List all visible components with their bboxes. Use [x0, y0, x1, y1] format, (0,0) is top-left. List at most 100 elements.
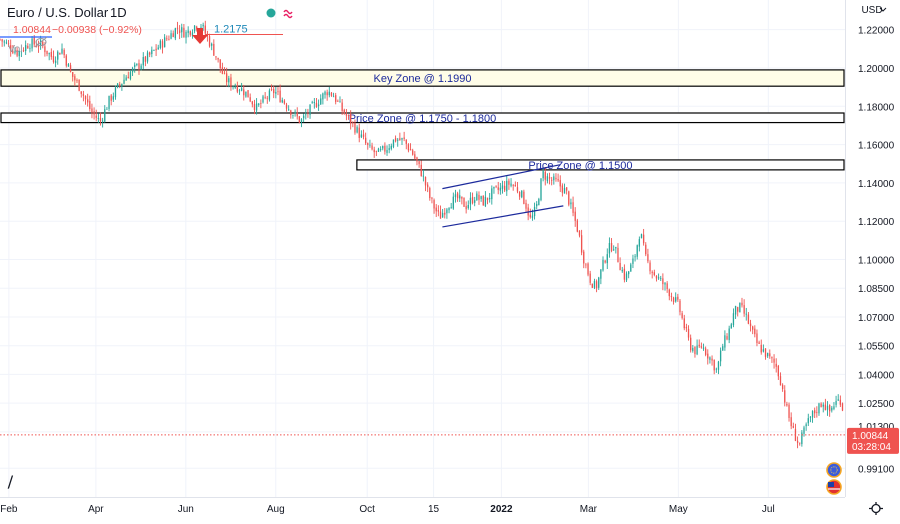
candle: [636, 244, 638, 260]
candle: [7, 40, 10, 47]
candle: [452, 192, 454, 210]
candle: [294, 109, 296, 117]
candle: [769, 349, 771, 359]
eu-flag-icon[interactable]: [826, 462, 842, 478]
candle: [610, 238, 613, 253]
symbol-title[interactable]: Euro / U.S. Dollar: [7, 5, 109, 20]
candle: [134, 62, 136, 73]
candle: [219, 59, 221, 73]
candle: [142, 52, 144, 70]
candle: [315, 98, 318, 108]
candle: [52, 50, 55, 64]
candle: [356, 125, 358, 134]
y-tick-label: 1.04000: [858, 370, 895, 381]
candle: [57, 50, 59, 65]
volume-label[interactable]: Vol: [8, 43, 23, 55]
y-tick-label: 1.02500: [858, 399, 895, 410]
eye-hidden-icon[interactable]: [34, 36, 48, 48]
zone-label: Price Zone @ 1.1500: [528, 160, 632, 172]
candle: [388, 143, 390, 154]
candle: [559, 175, 561, 193]
settings-gear-icon[interactable]: [869, 502, 883, 515]
time-axis[interactable]: [0, 497, 845, 519]
candle: [831, 405, 833, 413]
candle: [350, 110, 352, 130]
candle: [288, 105, 290, 111]
candle: [174, 27, 177, 41]
candle: [615, 246, 617, 254]
candle: [5, 39, 8, 45]
channel-line[interactable]: [442, 164, 561, 190]
y-tick-label: 1.08500: [858, 284, 895, 295]
tradingview-logo-icon[interactable]: ⧸: [7, 474, 14, 490]
candle: [63, 48, 65, 59]
candle: [10, 39, 12, 57]
candle: [268, 88, 271, 102]
candle: [764, 348, 767, 360]
candle: [243, 84, 245, 101]
currency-label[interactable]: USD: [861, 5, 882, 16]
candle: [114, 85, 117, 100]
candle: [739, 302, 741, 313]
y-tick-label: 1.14000: [858, 179, 895, 190]
candle: [202, 22, 204, 31]
candle: [185, 30, 187, 44]
candle: [837, 394, 839, 402]
candle: [136, 63, 138, 67]
candle: [521, 190, 523, 199]
candle: [262, 94, 264, 104]
candle: [707, 349, 709, 365]
candle: [317, 99, 320, 111]
candle: [221, 62, 224, 75]
candle: [546, 173, 549, 184]
candle: [476, 191, 478, 201]
candle: [99, 112, 102, 126]
candle: [211, 42, 213, 51]
candle: [48, 52, 50, 61]
candle: [181, 23, 183, 38]
market-status-icon[interactable]: [266, 8, 276, 18]
channel-line[interactable]: [442, 205, 564, 228]
candle: [249, 93, 251, 103]
candle: [424, 176, 427, 192]
candle: [234, 83, 236, 89]
candle: [157, 44, 159, 50]
candle: [499, 182, 502, 195]
candle: [375, 150, 378, 157]
candle: [649, 260, 651, 275]
zone-box[interactable]: [0, 112, 845, 124]
candle: [747, 312, 750, 325]
candle: [578, 230, 581, 238]
candle: [666, 281, 668, 293]
candle: [394, 135, 397, 143]
candle: [529, 208, 531, 219]
candle: [662, 273, 664, 291]
candle: [613, 245, 615, 251]
candle: [283, 99, 286, 105]
y-tick-label: 1.20000: [858, 64, 895, 75]
candle: [433, 198, 435, 214]
zone-box[interactable]: [356, 159, 845, 171]
candle: [93, 107, 95, 120]
interval-label[interactable]: 1D: [110, 5, 127, 20]
candle: [454, 189, 457, 203]
candle: [138, 59, 140, 75]
compare-wave-icon[interactable]: [283, 9, 293, 19]
candle: [444, 208, 446, 219]
candle: [161, 39, 164, 54]
candle: [119, 81, 121, 89]
candle: [758, 340, 760, 344]
candle: [116, 83, 119, 89]
candle: [14, 47, 16, 55]
candle: [82, 90, 85, 102]
candle: [465, 201, 467, 214]
candle: [129, 70, 132, 81]
zone-box[interactable]: [0, 69, 845, 87]
candle: [307, 108, 309, 118]
candle: [523, 189, 525, 205]
candle: [726, 333, 728, 341]
candle: [640, 233, 643, 239]
candle: [236, 81, 239, 94]
candle: [760, 339, 762, 355]
